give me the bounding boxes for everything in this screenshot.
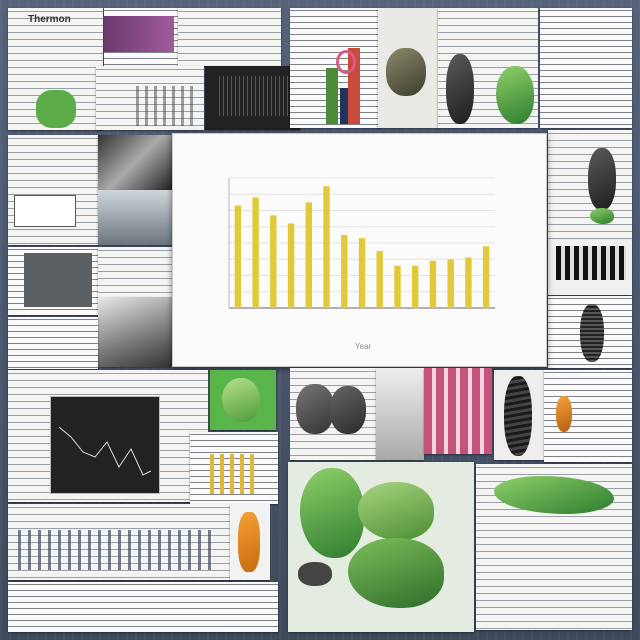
navy-bar bbox=[340, 88, 348, 124]
yellow-bars bbox=[210, 454, 260, 494]
orange-specimen-image bbox=[238, 512, 260, 572]
bar bbox=[465, 257, 472, 308]
rock-image bbox=[298, 562, 332, 586]
leaf-image bbox=[222, 378, 260, 422]
document-thumbnail[interactable] bbox=[548, 296, 632, 368]
specimen-image bbox=[386, 48, 426, 96]
fossil-image bbox=[504, 376, 532, 456]
document-thumbnail[interactable] bbox=[190, 432, 278, 504]
fossil-photo[interactable] bbox=[494, 370, 544, 460]
bar bbox=[323, 186, 330, 308]
document-thumbnail[interactable] bbox=[104, 8, 178, 66]
interior-photo[interactable] bbox=[98, 190, 172, 245]
bar-chart-plot bbox=[228, 177, 495, 309]
bar bbox=[429, 260, 437, 308]
green-leaf-photo[interactable] bbox=[210, 370, 276, 430]
document-thumbnail[interactable] bbox=[98, 247, 172, 297]
grey-diagram bbox=[24, 253, 92, 307]
bar bbox=[341, 234, 348, 308]
bar bbox=[376, 251, 383, 308]
document-thumbnail[interactable] bbox=[548, 130, 632, 240]
leaf-image bbox=[348, 538, 444, 608]
red-tissue-photo[interactable] bbox=[424, 368, 492, 454]
green-bar bbox=[326, 68, 338, 124]
shell-specimen-image bbox=[580, 304, 604, 362]
wing-specimen-image bbox=[330, 386, 366, 434]
lab-photo[interactable] bbox=[376, 368, 424, 460]
black-specimen-image bbox=[446, 54, 474, 124]
green-specimen-image bbox=[494, 476, 614, 514]
specimen-photo[interactable] bbox=[378, 8, 438, 128]
bar-cluster bbox=[136, 86, 196, 126]
green-specimen-image bbox=[590, 208, 614, 224]
document-thumbnail[interactable] bbox=[96, 66, 204, 130]
bar bbox=[482, 246, 490, 309]
document-thumbnail[interactable] bbox=[540, 8, 632, 128]
green-specimen-image bbox=[496, 66, 534, 124]
line-series bbox=[58, 426, 152, 476]
document-thumbnail[interactable] bbox=[290, 368, 376, 460]
black-specimen-image bbox=[588, 148, 616, 210]
main-chart[interactable]: Year bbox=[172, 133, 547, 367]
document-thumbnail[interactable] bbox=[8, 317, 98, 369]
orange-specimen-image bbox=[556, 396, 572, 432]
document-thumbnail[interactable] bbox=[476, 464, 632, 630]
document-thumbnail[interactable] bbox=[178, 8, 281, 66]
bar bbox=[287, 223, 295, 308]
orange-specimen-photo[interactable] bbox=[230, 504, 270, 580]
green-leaf-specimen-photo[interactable] bbox=[288, 462, 474, 632]
pink-ring bbox=[336, 50, 356, 74]
wing-specimen-image bbox=[296, 384, 334, 434]
document-thumbnail[interactable] bbox=[8, 370, 208, 502]
bar bbox=[270, 215, 277, 308]
document-thumbnail[interactable] bbox=[8, 135, 98, 245]
document-thumbnail[interactable]: Thermon bbox=[8, 8, 103, 130]
dark-stripes bbox=[556, 246, 626, 280]
machine-photo[interactable] bbox=[98, 135, 172, 190]
purple-banner bbox=[104, 16, 174, 52]
leaf-image bbox=[300, 468, 364, 558]
document-thumbnail[interactable] bbox=[544, 370, 632, 462]
waveform-plot bbox=[219, 76, 294, 116]
text-box bbox=[14, 195, 76, 227]
document-thumbnail[interactable] bbox=[8, 504, 230, 580]
bar bbox=[358, 238, 366, 308]
leaf-image bbox=[358, 482, 434, 540]
dark-line-chart bbox=[50, 396, 160, 494]
bar bbox=[234, 205, 242, 308]
document-thumbnail[interactable] bbox=[438, 8, 538, 128]
vehicle-photo[interactable] bbox=[98, 297, 172, 367]
document-thumbnail[interactable] bbox=[8, 247, 98, 315]
green-plant-photo bbox=[36, 90, 76, 128]
bar bbox=[412, 265, 419, 309]
document-thumbnail[interactable] bbox=[8, 582, 278, 632]
bar-cluster bbox=[18, 530, 218, 570]
specimen-strip[interactable] bbox=[548, 240, 632, 295]
x-axis-label: Year bbox=[354, 342, 372, 351]
bar bbox=[394, 265, 401, 309]
bar bbox=[447, 259, 454, 309]
dark-screenshot[interactable] bbox=[205, 66, 300, 130]
document-heading: Thermon bbox=[28, 14, 71, 25]
bar bbox=[252, 197, 259, 308]
document-thumbnail[interactable] bbox=[290, 8, 380, 128]
bar bbox=[305, 202, 312, 308]
